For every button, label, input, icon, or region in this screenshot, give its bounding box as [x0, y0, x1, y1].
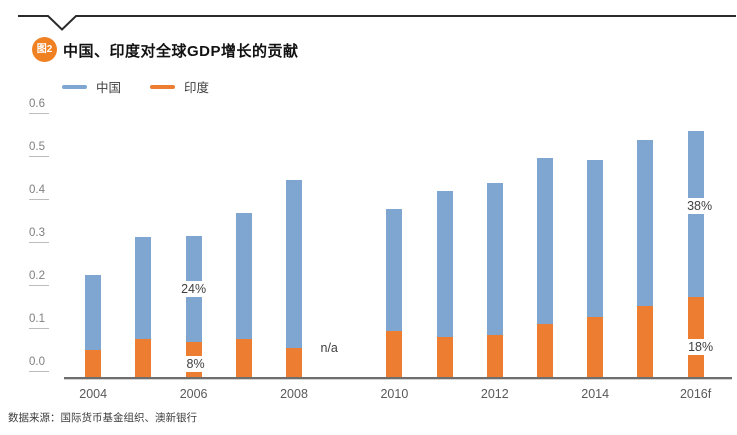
annotation-18pct: 18% [685, 338, 717, 355]
x-axis-tick-2006: 2006 [179, 387, 208, 401]
x-axis-tick-2012: 2012 [480, 387, 509, 401]
bar-india-2014 [587, 317, 604, 377]
bar-india-2012 [486, 335, 503, 377]
bar-india-2010 [386, 331, 403, 377]
x-axis-tick-2016f: 2016f [679, 387, 712, 401]
y-axis-tick-0.5: 0.5 [29, 140, 49, 157]
y-axis-tick-0.1: 0.1 [29, 312, 49, 329]
bar-india-2008 [286, 348, 302, 377]
bar-china-2011 [436, 191, 453, 337]
bar-china-2005 [135, 237, 152, 339]
bar-china-2015 [637, 140, 654, 306]
bar-india-2005 [135, 339, 152, 377]
bar-china-2014 [587, 160, 604, 317]
bar-china-2013 [537, 158, 553, 324]
figure-badge: 图2 [32, 37, 57, 62]
x-axis-tick-2004: 2004 [79, 387, 108, 401]
x-axis-tick-2014: 2014 [581, 387, 610, 401]
legend-label-china: 中国 [96, 81, 122, 95]
y-axis-tick-0.2: 0.2 [29, 269, 49, 286]
legend-label-india: 印度 [184, 81, 210, 95]
legend-item-india: 印度 [150, 77, 209, 96]
x-axis-tick-2008: 2008 [280, 387, 308, 401]
legend-swatch-china-icon [62, 84, 87, 89]
annotation-24pct: 24% [178, 280, 210, 297]
bar-china-2010 [386, 209, 403, 331]
bar-india-2016f [687, 297, 704, 377]
y-axis-tick-0.6: 0.6 [29, 97, 49, 114]
x-axis-line [64, 377, 732, 379]
bar-china-2004 [85, 275, 102, 350]
y-axis-tick-0.4: 0.4 [29, 183, 49, 200]
y-axis-tick-0.3: 0.3 [29, 226, 49, 243]
chart-title: 中国、印度对全球GDP增长的贡献 [63, 43, 299, 60]
x-axis-tick-2010: 2010 [380, 387, 409, 401]
annotation-8pct: 8% [183, 355, 208, 372]
bar-india-2011 [436, 337, 453, 377]
source-note: 数据来源：国际货币基金组织、澳新银行 [8, 412, 197, 424]
legend: 中国 印度 [62, 77, 209, 96]
bar-china-2012 [486, 183, 503, 335]
ribbon-notch-line [18, 15, 736, 31]
annotation-na: n/a [317, 339, 341, 356]
bar-china-2007 [235, 213, 252, 339]
bar-china-2016f [687, 131, 704, 297]
bar-china-2008 [286, 180, 302, 348]
bar-india-2004 [85, 350, 102, 377]
annotation-38pct: 38% [684, 197, 716, 214]
bar-india-2013 [537, 324, 553, 377]
bar-india-2007 [235, 339, 252, 377]
legend-swatch-india-icon [150, 84, 176, 89]
top-border-ribbon [18, 15, 736, 31]
y-axis-tick-0.0: 0.0 [29, 355, 49, 372]
bar-india-2015 [637, 306, 654, 377]
legend-item-china: 中国 [62, 77, 121, 96]
